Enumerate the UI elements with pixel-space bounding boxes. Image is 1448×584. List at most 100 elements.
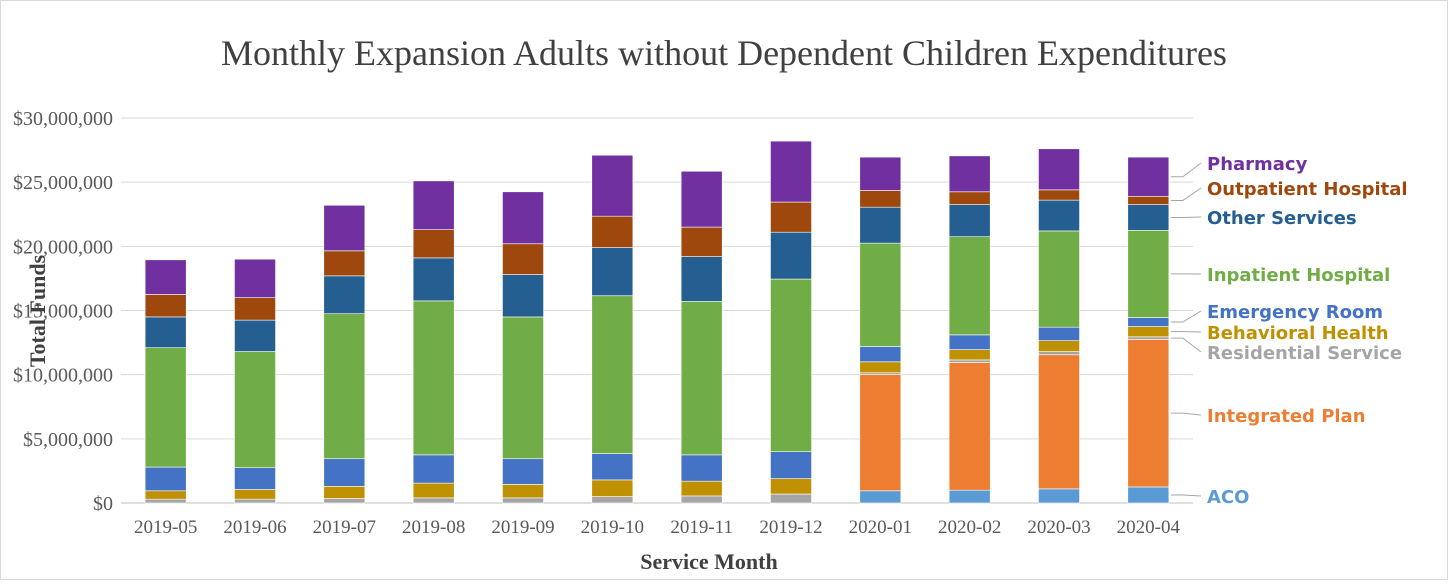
bar-segment-other-services: [1038, 200, 1079, 231]
bar-segment-integrated-plan: [1038, 355, 1079, 489]
bar-segment-emergency-room: [949, 335, 990, 350]
bar-segment-inpatient-hospital: [324, 314, 365, 459]
grid-lines: [121, 118, 1193, 503]
bar-segment-pharmacy: [1128, 157, 1169, 196]
bar-segment-inpatient-hospital: [681, 302, 722, 455]
legend-label-outpatient-hospital: Outpatient Hospital: [1207, 179, 1408, 200]
bar-segment-outpatient-hospital: [413, 230, 454, 258]
bar-segment-emergency-room: [502, 459, 543, 485]
bar-segment-emergency-room: [1038, 327, 1079, 340]
bar-segment-other-services: [681, 257, 722, 302]
legend-label-residential-service: Residential Service: [1207, 343, 1402, 364]
bar-segment-emergency-room: [413, 455, 454, 483]
bar-segment-residential-service: [681, 496, 722, 503]
bar-segment-aco: [949, 490, 990, 503]
y-tick-label: $5,000,000: [23, 429, 113, 451]
bar-segment-other-services: [413, 258, 454, 301]
bar-segment-residential-service: [770, 494, 811, 503]
bar-segment-outpatient-hospital: [770, 202, 811, 232]
legend-leader-outpatient-hospital: [1171, 188, 1201, 200]
bar-segment-emergency-room: [145, 467, 186, 491]
y-tick-label: $0: [93, 493, 113, 515]
x-tick-label: 2019-05: [134, 517, 197, 538]
bar-segment-outpatient-hospital: [949, 192, 990, 205]
bar-segment-other-services: [145, 317, 186, 348]
x-tick-label: 2019-11: [670, 517, 733, 538]
bar-segment-other-services: [324, 276, 365, 314]
bar-segment-outpatient-hospital: [145, 294, 186, 316]
x-tick-label: 2019-06: [223, 517, 286, 538]
bar-segment-pharmacy: [234, 259, 275, 298]
bar-segment-pharmacy: [502, 192, 543, 244]
x-tick-label: 2020-02: [938, 517, 1001, 538]
bar-segment-behavioral-health: [324, 486, 365, 498]
bar-segment-integrated-plan: [949, 362, 990, 490]
x-tick-label: 2019-12: [759, 517, 822, 538]
bar-segment-integrated-plan: [1128, 339, 1169, 487]
bar-segment-pharmacy: [324, 205, 365, 251]
bar-segment-pharmacy: [949, 156, 990, 192]
bar-segment-pharmacy: [1038, 149, 1079, 190]
x-tick-label: 2020-01: [849, 517, 912, 538]
bar-segment-behavioral-health: [413, 483, 454, 498]
bar-segment-aco: [1038, 489, 1079, 503]
bar-segment-inpatient-hospital: [1038, 231, 1079, 327]
bar-segment-behavioral-health: [1128, 327, 1169, 337]
bar-segment-pharmacy: [145, 260, 186, 295]
legend-label-inpatient-hospital: Inpatient Hospital: [1207, 265, 1390, 286]
x-tick-label: 2020-04: [1117, 517, 1181, 538]
bar-segment-emergency-room: [592, 454, 633, 480]
bar-segment-other-services: [860, 207, 901, 243]
bar-segment-other-services: [949, 205, 990, 237]
y-tick-label: $25,000,000: [13, 172, 113, 194]
bar-segment-emergency-room: [681, 455, 722, 481]
bar-segment-inpatient-hospital: [592, 296, 633, 454]
bar-segment-pharmacy: [413, 181, 454, 230]
bar-segment-outpatient-hospital: [592, 216, 633, 247]
bar-segment-inpatient-hospital: [502, 317, 543, 459]
bar-segment-residential-service: [1038, 352, 1079, 355]
bars: [145, 141, 1169, 503]
bar-segment-pharmacy: [592, 155, 633, 216]
bar-segment-behavioral-health: [860, 362, 901, 373]
bar-segment-inpatient-hospital: [770, 279, 811, 452]
bar-segment-pharmacy: [681, 171, 722, 227]
x-tick-label: 2019-09: [491, 517, 554, 538]
bar-segment-emergency-room: [1128, 318, 1169, 327]
bar-segment-emergency-room: [770, 452, 811, 479]
legend-label-integrated-plan: Integrated Plan: [1207, 406, 1366, 427]
bar-segment-inpatient-hospital: [860, 243, 901, 346]
legend-label-other-services: Other Services: [1207, 208, 1357, 229]
bar-segment-other-services: [592, 248, 633, 296]
bar-segment-residential-service: [413, 498, 454, 503]
x-tick-label: 2019-08: [402, 517, 465, 538]
bar-segment-residential-service: [324, 499, 365, 503]
bar-segment-emergency-room: [324, 459, 365, 487]
legend-leader-residential-service: [1171, 338, 1201, 352]
bar-segment-aco: [860, 491, 901, 503]
x-tick-label: 2020-03: [1027, 517, 1090, 538]
legend-label-aco: ACO: [1207, 487, 1249, 508]
x-tick-label: 2019-10: [581, 517, 644, 538]
bar-segment-outpatient-hospital: [860, 191, 901, 208]
bar-segment-residential-service: [145, 499, 186, 503]
bar-segment-integrated-plan: [860, 375, 901, 491]
legend-label-pharmacy: Pharmacy: [1207, 154, 1308, 175]
bar-segment-other-services: [502, 275, 543, 317]
bar-segment-behavioral-health: [770, 479, 811, 494]
bar-segment-residential-service: [1128, 337, 1169, 340]
bar-segment-behavioral-health: [949, 350, 990, 360]
bar-segment-other-services: [234, 320, 275, 351]
bar-segment-residential-service: [592, 497, 633, 503]
bar-segment-behavioral-health: [1038, 341, 1079, 352]
bar-segment-outpatient-hospital: [502, 244, 543, 275]
bar-segment-other-services: [1128, 205, 1169, 231]
bar-segment-residential-service: [234, 499, 275, 503]
bar-segment-inpatient-hospital: [949, 237, 990, 335]
bar-segment-behavioral-health: [234, 490, 275, 500]
bar-segment-inpatient-hospital: [145, 348, 186, 467]
bar-segment-emergency-room: [860, 346, 901, 361]
